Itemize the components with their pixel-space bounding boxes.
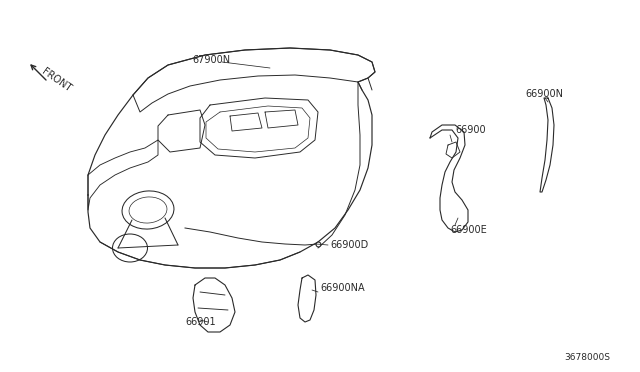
Text: 66900: 66900	[455, 125, 486, 135]
Text: 66901: 66901	[185, 317, 216, 327]
Text: FRONT: FRONT	[40, 66, 73, 94]
Text: 66900D: 66900D	[330, 240, 368, 250]
Text: 3678000S: 3678000S	[564, 353, 610, 362]
Text: 66900NA: 66900NA	[320, 283, 365, 293]
Text: 67900N: 67900N	[192, 55, 230, 65]
Text: 66900N: 66900N	[525, 89, 563, 99]
Text: 66900E: 66900E	[450, 225, 487, 235]
